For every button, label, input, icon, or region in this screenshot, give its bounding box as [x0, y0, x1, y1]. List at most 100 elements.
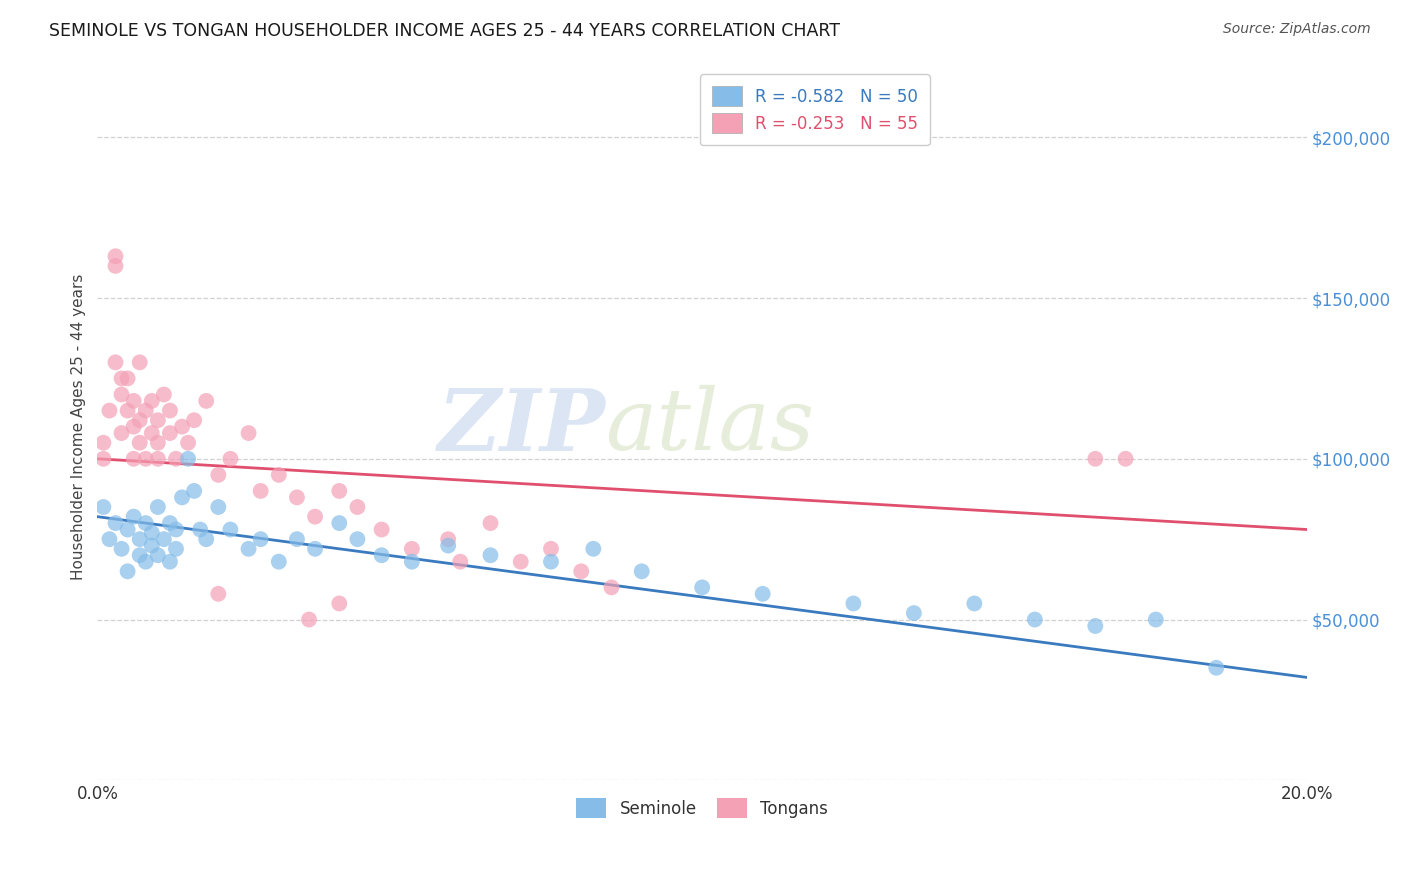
Point — [437, 532, 460, 546]
Text: ZIP: ZIP — [437, 384, 606, 468]
Point — [122, 419, 145, 434]
Point — [98, 532, 121, 546]
Point — [1115, 451, 1137, 466]
Point — [437, 539, 460, 553]
Point — [122, 393, 145, 408]
Point — [1144, 613, 1167, 627]
Point — [370, 523, 392, 537]
Point — [207, 587, 229, 601]
Point — [165, 451, 187, 466]
Point — [153, 532, 176, 546]
Point — [690, 581, 713, 595]
Point — [146, 435, 169, 450]
Point — [328, 516, 350, 530]
Point — [238, 541, 260, 556]
Point — [135, 403, 157, 417]
Point — [207, 500, 229, 514]
Text: atlas: atlas — [606, 385, 814, 468]
Point — [93, 500, 115, 514]
Point — [159, 516, 181, 530]
Point — [183, 483, 205, 498]
Point — [630, 564, 652, 578]
Point — [110, 541, 132, 556]
Point — [146, 548, 169, 562]
Point — [304, 509, 326, 524]
Point — [128, 355, 150, 369]
Point — [146, 451, 169, 466]
Point — [401, 555, 423, 569]
Point — [249, 532, 271, 546]
Y-axis label: Householder Income Ages 25 - 44 years: Householder Income Ages 25 - 44 years — [72, 274, 86, 580]
Point — [842, 597, 865, 611]
Point — [159, 403, 181, 417]
Point — [104, 355, 127, 369]
Point — [117, 403, 139, 417]
Point — [135, 555, 157, 569]
Point — [104, 259, 127, 273]
Point — [135, 516, 157, 530]
Point — [153, 387, 176, 401]
Point — [479, 516, 502, 530]
Point — [141, 539, 163, 553]
Point — [370, 548, 392, 562]
Point — [285, 532, 308, 546]
Point — [93, 451, 115, 466]
Point — [146, 500, 169, 514]
Point — [298, 613, 321, 627]
Point — [195, 532, 218, 546]
Point — [600, 581, 623, 595]
Point — [219, 523, 242, 537]
Point — [346, 532, 368, 546]
Point — [582, 541, 605, 556]
Point — [219, 451, 242, 466]
Point — [304, 541, 326, 556]
Point — [117, 523, 139, 537]
Point — [267, 555, 290, 569]
Point — [104, 516, 127, 530]
Point — [170, 419, 193, 434]
Point — [569, 564, 592, 578]
Point — [159, 555, 181, 569]
Point — [249, 483, 271, 498]
Point — [128, 532, 150, 546]
Point — [1205, 661, 1227, 675]
Point — [177, 435, 200, 450]
Point — [346, 500, 368, 514]
Point — [1084, 619, 1107, 633]
Point — [751, 587, 773, 601]
Point — [165, 541, 187, 556]
Point — [540, 555, 562, 569]
Point — [188, 523, 211, 537]
Point — [159, 426, 181, 441]
Point — [117, 564, 139, 578]
Point — [401, 541, 423, 556]
Legend: Seminole, Tongans: Seminole, Tongans — [569, 791, 835, 825]
Point — [117, 371, 139, 385]
Point — [177, 451, 200, 466]
Point — [1024, 613, 1046, 627]
Point — [122, 509, 145, 524]
Point — [238, 426, 260, 441]
Point — [110, 371, 132, 385]
Point — [141, 426, 163, 441]
Point — [128, 413, 150, 427]
Point — [110, 426, 132, 441]
Point — [170, 491, 193, 505]
Point — [135, 451, 157, 466]
Point — [207, 467, 229, 482]
Point — [540, 541, 562, 556]
Point — [110, 387, 132, 401]
Point — [146, 413, 169, 427]
Point — [98, 403, 121, 417]
Point — [183, 413, 205, 427]
Point — [93, 435, 115, 450]
Point — [328, 483, 350, 498]
Point — [195, 393, 218, 408]
Point — [128, 548, 150, 562]
Point — [104, 249, 127, 263]
Text: Source: ZipAtlas.com: Source: ZipAtlas.com — [1223, 22, 1371, 37]
Point — [1084, 451, 1107, 466]
Point — [285, 491, 308, 505]
Point — [141, 393, 163, 408]
Point — [328, 597, 350, 611]
